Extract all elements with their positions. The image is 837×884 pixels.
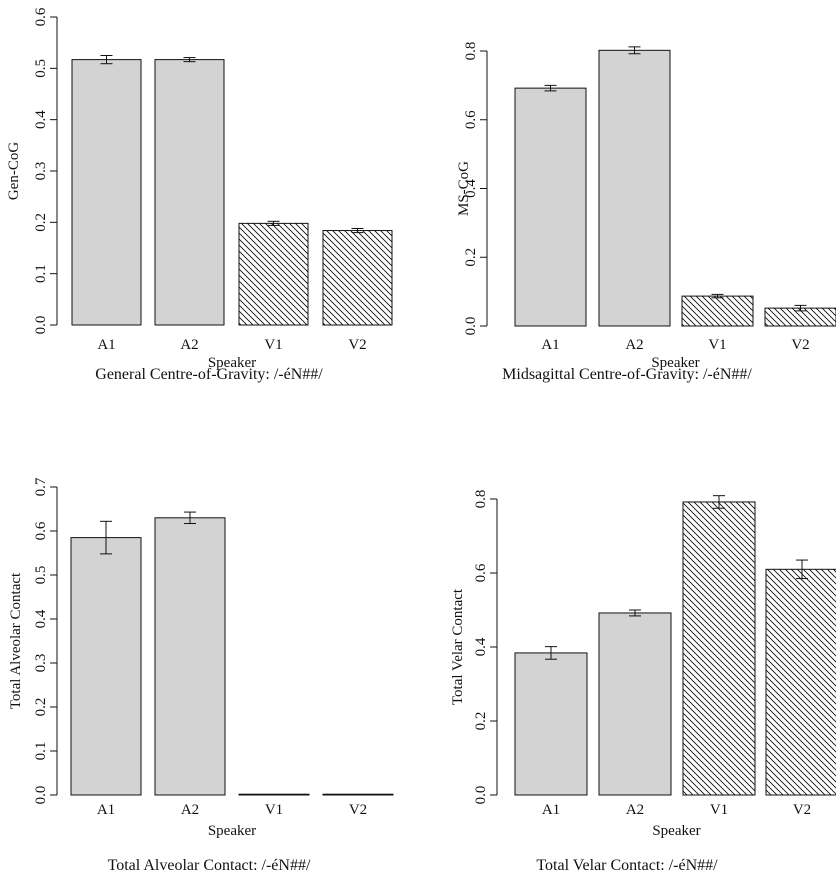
- y-tick-label: 0.0: [463, 317, 479, 336]
- y-tick-label: 0.2: [463, 248, 479, 267]
- bar: [238, 222, 309, 326]
- x-tick-label: A1: [542, 802, 560, 818]
- bar: [238, 793, 310, 796]
- y-tick-label: 0.8: [463, 42, 479, 61]
- x-tick-label: A2: [626, 802, 644, 818]
- chart-panel-gen-cog: 0.0 0.1 0.2 0.3 0.4 0.5 0.6 Gen-CoG A1 A2 V1 V2 Spea…: [0, 0, 418, 442]
- y-tick-label: 0.7: [33, 477, 49, 496]
- y-tick-label: 0.6: [33, 521, 49, 540]
- x-tick-label: A1: [97, 802, 115, 818]
- bar: [70, 537, 142, 796]
- x-tick-label: A2: [181, 802, 199, 818]
- x-tick-label: V1: [264, 337, 282, 353]
- bar: [514, 87, 587, 327]
- bar: [322, 230, 393, 326]
- y-axis-label: MS-CoG: [456, 161, 472, 216]
- bar: [598, 612, 672, 796]
- y-tick-label: 0.3: [33, 162, 49, 181]
- chart-svg-velar: 0.0 0.2 0.4 0.6 0.8 Total Velar Contact A1 A2 V1…: [450, 490, 836, 839]
- y-tick-label: 0.6: [473, 563, 489, 582]
- y-tick-label: 0.1: [33, 742, 49, 761]
- y-tick-label: 0.4: [463, 179, 479, 198]
- y-tick-label: 0.4: [33, 110, 49, 129]
- bar: [154, 59, 225, 326]
- chart-svg-ms-cog: 0.0 0.2 0.4 0.6 0.8 MS-CoG A1 A2 V1 V2 Speaker: [456, 42, 836, 371]
- x-tick-label: A2: [625, 337, 643, 353]
- chart-title: Midsagittal Centre-of-Gravity: /-éN##/: [502, 366, 752, 383]
- chart-panel-alveolar: 0.0 0.1 0.2 0.3 0.4 0.5 0.6 0.7 Total Alveolar C…: [0, 442, 418, 884]
- x-tick-label: V2: [349, 802, 367, 818]
- y-tick-label: 0.8: [473, 490, 489, 509]
- y-tick-label: 0.2: [473, 712, 489, 731]
- x-axis-label: Speaker: [208, 823, 256, 839]
- x-axis-label: Speaker: [651, 355, 699, 371]
- y-tick-label: 0.6: [463, 110, 479, 129]
- y-tick-label: 0.4: [473, 637, 489, 656]
- chart-panel-ms-cog: 0.0 0.2 0.4 0.6 0.8 MS-CoG A1 A2 V1 V2 Speaker Mid…: [418, 0, 836, 442]
- bar: [514, 652, 588, 796]
- x-tick-label: V2: [791, 337, 809, 353]
- y-tick-label: 0.3: [33, 654, 49, 673]
- y-tick-label: 0.6: [33, 7, 49, 26]
- chart-title: Total Velar Contact: /-éN##/: [536, 857, 718, 874]
- x-axis-label: Speaker: [208, 355, 256, 371]
- y-axis-label: Total Alveolar Contact: [8, 572, 24, 709]
- x-tick-label: V1: [710, 802, 728, 818]
- x-tick-label: V2: [793, 802, 811, 818]
- bar: [71, 59, 142, 326]
- x-tick-label: V1: [708, 337, 726, 353]
- x-tick-label: A2: [180, 337, 198, 353]
- y-tick-label: 0.0: [473, 786, 489, 805]
- y-tick-label: 0.1: [33, 264, 49, 283]
- x-tick-label: A1: [541, 337, 559, 353]
- chart-title: General Centre-of-Gravity: /-éN##/: [95, 366, 323, 383]
- y-tick-label: 0.0: [33, 786, 49, 805]
- y-tick-label: 0.4: [33, 609, 49, 628]
- x-tick-label: V1: [265, 802, 283, 818]
- y-tick-label: 0.0: [33, 316, 49, 335]
- y-tick-label: 0.2: [33, 698, 49, 717]
- x-axis-label: Speaker: [652, 823, 700, 839]
- y-tick-label: 0.2: [33, 213, 49, 232]
- bar: [322, 793, 394, 796]
- y-tick-label: 0.5: [33, 566, 49, 585]
- bar: [154, 517, 226, 796]
- y-axis-label: Gen-CoG: [6, 142, 22, 200]
- bar: [598, 49, 671, 327]
- bar: [681, 295, 754, 327]
- y-tick-label: 0.5: [33, 59, 49, 78]
- bar: [682, 501, 756, 796]
- chart-panel-velar: 0.0 0.2 0.4 0.6 0.8 Total Velar Contact A1 A2 V1…: [418, 442, 836, 884]
- chart-svg-alveolar: 0.0 0.1 0.2 0.3 0.4 0.5 0.6 0.7 Total Alveolar C…: [8, 477, 394, 839]
- y-axis-label: Total Velar Contact: [450, 588, 466, 705]
- chart-title: Total Alveolar Contact: /-éN##/: [107, 857, 311, 874]
- x-tick-label: V2: [348, 337, 366, 353]
- bar: [765, 568, 836, 796]
- x-tick-label: A1: [97, 337, 115, 353]
- chart-svg-gen-cog: 0.0 0.1 0.2 0.3 0.4 0.5 0.6 Gen-CoG A1 A2 V1 V2 Spea…: [6, 7, 393, 371]
